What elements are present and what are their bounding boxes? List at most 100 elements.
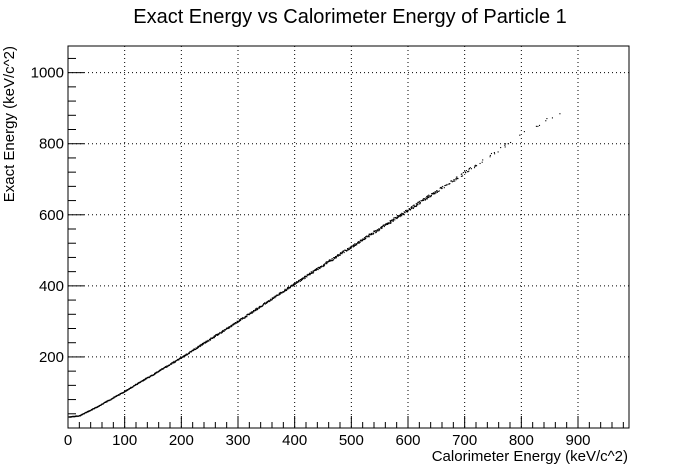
data-point (440, 187, 442, 189)
data-point (317, 267, 319, 269)
data-point (338, 254, 340, 256)
data-point (201, 344, 203, 346)
data-point (413, 206, 415, 208)
data-point (430, 196, 432, 198)
data-point (244, 317, 246, 319)
data-point (385, 223, 387, 225)
data-point (185, 354, 187, 356)
data-point (443, 187, 445, 189)
data-point (412, 205, 414, 207)
data-point (328, 260, 330, 262)
data-point (221, 331, 224, 333)
data-point (309, 272, 311, 274)
data-point (384, 224, 386, 226)
data-point (400, 213, 402, 215)
data-point (349, 246, 351, 248)
data-point (318, 266, 320, 268)
data-point (372, 232, 374, 234)
data-point (426, 198, 428, 200)
data-point (287, 288, 289, 290)
data-point (351, 245, 353, 247)
data-point (240, 318, 242, 320)
data-point (390, 220, 392, 222)
data-point (86, 411, 88, 413)
data-point (151, 374, 153, 376)
data-point (413, 204, 415, 206)
data-point (180, 357, 182, 359)
data-point (401, 213, 403, 215)
data-point (203, 342, 205, 344)
data-point (298, 279, 300, 281)
data-point (189, 351, 191, 353)
data-point (242, 317, 244, 319)
data-point (369, 234, 371, 236)
data-point (231, 325, 233, 327)
data-point (91, 409, 93, 411)
data-point (86, 411, 88, 413)
data-point (330, 260, 332, 262)
data-point (129, 387, 131, 390)
data-point (337, 254, 339, 256)
data-point (222, 329, 224, 331)
data-point (264, 303, 266, 305)
data-point (435, 191, 437, 193)
data-point (353, 245, 355, 247)
data-point (277, 294, 279, 296)
data-point (464, 171, 466, 173)
data-point (445, 184, 447, 186)
data-point (361, 238, 364, 240)
data-point (551, 117, 553, 119)
data-point (207, 340, 209, 342)
data-point (474, 165, 476, 167)
data-point (210, 339, 212, 341)
data-point (284, 289, 287, 291)
data-point (144, 379, 146, 381)
data-point (233, 323, 235, 325)
data-point (326, 261, 328, 263)
data-point (475, 165, 477, 167)
x-tick-label: 200 (169, 432, 194, 449)
data-point (340, 252, 342, 254)
data-point (163, 367, 165, 370)
data-point (336, 255, 339, 257)
data-point (158, 370, 160, 373)
data-point (124, 391, 126, 393)
data-point (300, 279, 302, 281)
data-point (233, 324, 235, 326)
data-point (457, 177, 459, 179)
data-point (341, 253, 343, 255)
data-point (275, 294, 278, 296)
data-point (386, 222, 388, 224)
data-point (172, 361, 174, 363)
data-point (172, 362, 174, 364)
data-point (388, 222, 390, 224)
y-axis-label: Exact Energy (keV/c^2) (1, 46, 18, 202)
data-point (228, 327, 230, 329)
data-point (287, 286, 289, 288)
tick-labels: 0 100 200 300 400 500 600 700 800 900 200 400 600 800… (31, 65, 591, 449)
data-point (316, 267, 318, 270)
data-point (198, 346, 200, 348)
data-point (537, 125, 539, 127)
data-point (207, 339, 209, 341)
data-point (310, 271, 312, 273)
data-point (368, 234, 370, 236)
data-point (293, 284, 295, 286)
data-point (433, 192, 435, 194)
data-point (465, 170, 467, 172)
data-point (270, 298, 272, 300)
plot-frame (67, 45, 630, 429)
data-point (380, 227, 382, 230)
data-point (427, 195, 429, 197)
data-point (255, 308, 257, 310)
data-point (324, 263, 326, 265)
data-point (377, 230, 379, 232)
data-point (108, 400, 110, 402)
y-tick-label: 1000 (31, 65, 64, 82)
data-point (438, 190, 440, 192)
data-point (183, 356, 185, 358)
x-tick-label: 600 (395, 432, 420, 449)
data-point (371, 233, 373, 235)
data-point (297, 281, 299, 283)
